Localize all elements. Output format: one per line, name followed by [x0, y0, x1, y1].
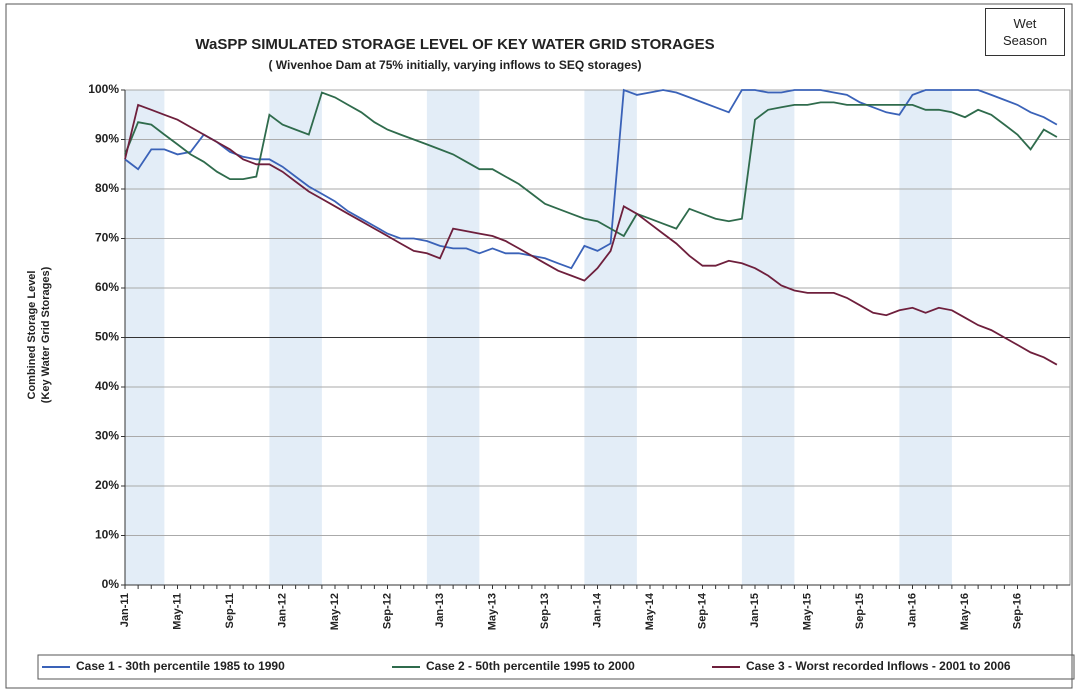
x-tick-label: Jan-13: [434, 593, 446, 628]
x-tick-label: Jan-16: [906, 593, 918, 628]
x-tick-label: Sep-11: [224, 593, 236, 628]
x-tick-label: Jan-14: [591, 592, 603, 628]
y-tick-label: 50%: [95, 330, 119, 344]
x-tick-label: Sep-16: [1011, 593, 1023, 629]
y-tick-label: 60%: [95, 280, 119, 294]
y-tick-label: 20%: [95, 478, 119, 492]
y-tick-label: 10%: [95, 528, 119, 542]
y-tick-label: 100%: [88, 82, 119, 96]
x-tick-label: Sep-13: [539, 593, 551, 629]
y-tick-label: 90%: [95, 132, 119, 146]
legend-label: Case 1 - 30th percentile 1985 to 1990: [76, 659, 285, 673]
x-tick-label: Jan-11: [119, 593, 131, 627]
y-tick-label: 80%: [95, 181, 119, 195]
y-tick-label: 30%: [95, 429, 119, 443]
x-tick-label: Jan-12: [276, 593, 288, 628]
x-tick-label: Sep-15: [854, 593, 866, 629]
legend-label: Case 3 - Worst recorded Inflows - 2001 t…: [746, 659, 1011, 673]
frame: [5, 3, 1073, 689]
x-tick-label: Sep-14: [696, 592, 708, 629]
x-tick-label: May-14: [644, 592, 656, 630]
series-line: [124, 91, 1058, 238]
x-tick-label: May-11: [171, 593, 183, 630]
x-tick-label: May-13: [486, 593, 498, 630]
x-tick-label: May-12: [329, 593, 341, 630]
y-tick-label: 40%: [95, 379, 119, 393]
x-tick-label: May-16: [959, 593, 971, 630]
legend-label: Case 2 - 50th percentile 1995 to 2000: [426, 659, 635, 673]
series-line: [124, 103, 1058, 366]
x-tick-label: Jan-15: [749, 593, 761, 628]
x-tick-label: Sep-12: [381, 593, 393, 629]
legend-box: [37, 654, 1075, 680]
chart-title: WaSPP SIMULATED STORAGE LEVEL OF KEY WAT…: [195, 36, 714, 53]
y-axis-label: Combined Storage Level: [26, 271, 38, 400]
series-line: [124, 88, 1058, 270]
y-tick-label: 70%: [95, 231, 119, 245]
chart-subtitle: ( Wivenhoe Dam at 75% initially, varying…: [268, 58, 641, 72]
y-tick-label: 0%: [102, 577, 120, 591]
y-axis-label: (Key Water Grid Storages): [40, 266, 52, 403]
wet-season-key: Wet Season: [985, 8, 1065, 56]
x-tick-label: May-15: [801, 593, 813, 630]
